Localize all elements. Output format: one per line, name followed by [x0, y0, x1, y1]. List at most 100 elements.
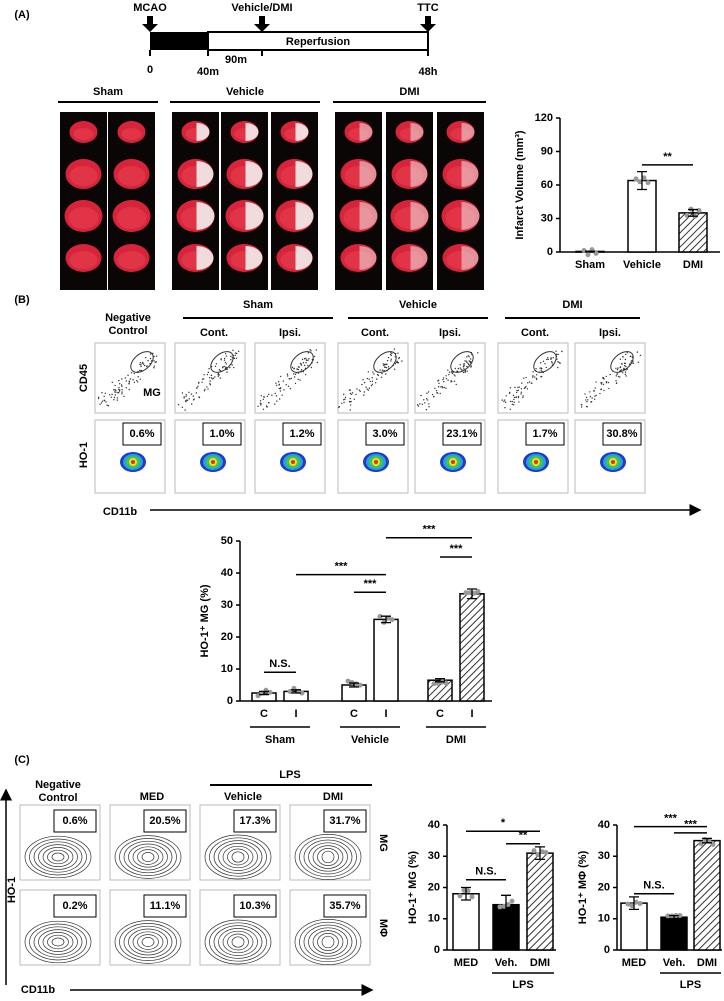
- flow-dot: [235, 352, 238, 355]
- group-label: DMI: [399, 86, 419, 98]
- flow-dot: [431, 393, 434, 396]
- flow-dot: [232, 349, 234, 352]
- y-axis-label: HO-1⁺ MΦ (%): [577, 850, 589, 924]
- gate-box: [202, 422, 242, 446]
- group-label: DMI: [446, 734, 466, 746]
- data-point: [633, 176, 639, 182]
- flow-dot: [526, 388, 529, 390]
- flow-dot: [426, 392, 428, 394]
- flow-dot: [436, 392, 438, 394]
- flow-dot: [291, 366, 294, 369]
- data-point: [471, 590, 477, 596]
- flow-dot: [528, 381, 531, 383]
- flow-dot: [121, 391, 123, 393]
- infarct-area: [245, 161, 263, 187]
- flow-dot: [383, 369, 385, 372]
- flow-dot: [117, 391, 119, 394]
- infarct-area: [410, 202, 429, 230]
- contour: [47, 849, 69, 865]
- data-point: [696, 207, 702, 213]
- flow-dot: [381, 369, 384, 371]
- flow-dot: [624, 358, 627, 361]
- flow-dot: [442, 387, 444, 389]
- bar: [660, 916, 688, 951]
- flow-dot: [121, 378, 123, 380]
- flow-dot: [605, 380, 608, 383]
- significance-label: ***: [684, 819, 698, 831]
- flow-dot: [525, 385, 527, 388]
- contour: [24, 835, 92, 879]
- flow-dot: [509, 400, 512, 403]
- flow-dot: [535, 374, 538, 376]
- flow-dot: [441, 386, 443, 388]
- flow-dot: [230, 359, 232, 361]
- flow-dot: [225, 366, 227, 368]
- column-label: Cont.: [361, 327, 389, 339]
- flow-dot: [462, 366, 465, 368]
- gate: [373, 351, 397, 373]
- flow-dot: [128, 388, 130, 391]
- flow-dot: [607, 381, 610, 384]
- flow-dot: [624, 373, 626, 376]
- flow-dot: [595, 394, 597, 396]
- data-point: [505, 902, 511, 908]
- brain-slice-shade: [116, 207, 147, 229]
- flow-dot: [557, 360, 559, 363]
- y-axis-label: Infarct Volume (mm³): [514, 130, 526, 240]
- flow-dot: [153, 367, 155, 369]
- bar: [627, 179, 657, 253]
- flow-dot: [296, 368, 298, 370]
- flow-dot: [203, 390, 206, 392]
- flow-dot: [229, 366, 231, 369]
- y-tick-label: 10: [221, 663, 233, 675]
- flow-dot: [301, 358, 304, 361]
- flow-dot: [396, 360, 398, 363]
- flow-dot: [260, 403, 262, 405]
- data-point: [431, 681, 437, 687]
- error-bar: [291, 689, 301, 694]
- error-bar: [501, 894, 511, 915]
- contour: [137, 934, 159, 950]
- flow-dot: [470, 365, 473, 367]
- flow-dot: [121, 393, 123, 395]
- infarct-area: [461, 161, 479, 187]
- error-bar: [259, 690, 269, 696]
- flow-dot: [287, 385, 290, 388]
- brain-slice-shade: [73, 128, 94, 140]
- flow-dot: [224, 353, 227, 355]
- flow-dot: [447, 379, 449, 381]
- flow-dot: [181, 406, 184, 409]
- flow-dot: [307, 352, 310, 354]
- flow-dot: [603, 389, 605, 392]
- flow-dot: [450, 371, 453, 373]
- flow-dot: [469, 360, 471, 363]
- contour: [33, 926, 83, 958]
- flow-dot: [512, 394, 515, 397]
- flow-dot: [208, 376, 211, 379]
- flow-dot: [540, 369, 542, 372]
- flow-dot: [393, 368, 396, 370]
- flow-dot: [99, 403, 101, 405]
- flow-dot: [590, 401, 593, 403]
- flow-dot: [297, 368, 300, 371]
- flow-dot: [111, 381, 114, 384]
- column-label: Negative: [105, 312, 151, 324]
- flow-dot: [118, 390, 121, 392]
- flow-dot: [188, 391, 190, 394]
- flow-dot: [275, 395, 278, 397]
- column-label: Negative: [35, 779, 81, 791]
- flow-dot: [465, 360, 468, 362]
- data-point: [535, 852, 541, 858]
- flow-dot: [599, 392, 601, 395]
- flow-dot: [121, 388, 123, 391]
- flow-dot: [585, 396, 588, 399]
- flow-plot: [414, 342, 486, 414]
- flow-dot: [119, 383, 121, 385]
- flow-dot: [207, 371, 210, 374]
- column-label: Cont.: [521, 327, 549, 339]
- gate-box: [53, 894, 97, 918]
- flow-dot: [639, 354, 642, 357]
- significance-label: ***: [335, 561, 349, 573]
- flow-dot: [307, 359, 309, 361]
